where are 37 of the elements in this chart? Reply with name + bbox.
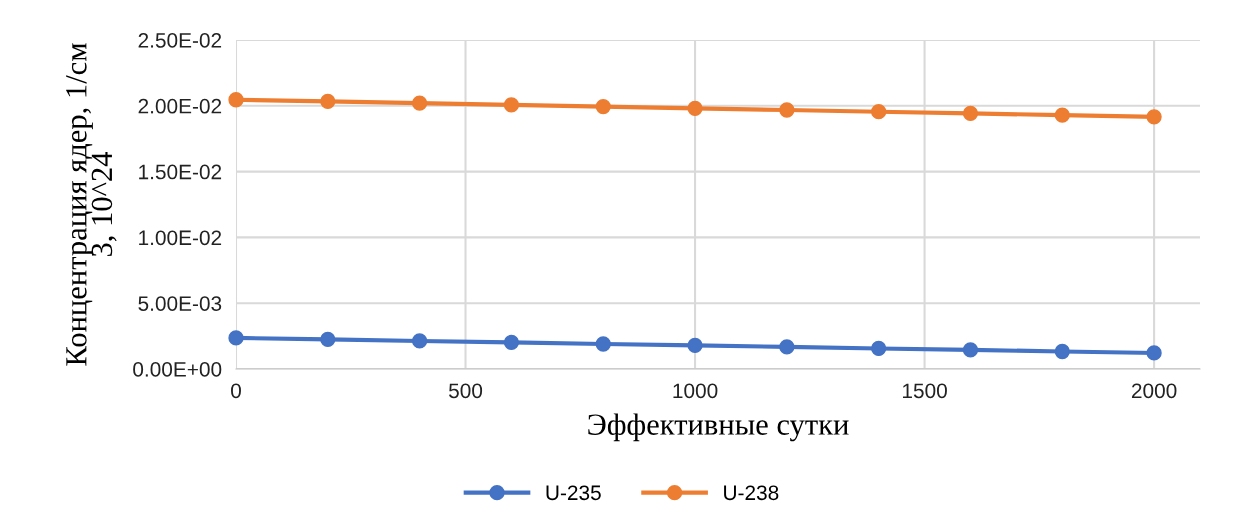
legend-label: U-238	[724, 485, 779, 501]
point	[1054, 343, 1070, 360]
point	[871, 340, 887, 357]
point	[687, 337, 703, 354]
x-tick-label: 2000	[1131, 383, 1177, 399]
point	[411, 333, 428, 349]
point	[962, 342, 979, 358]
point	[595, 336, 611, 352]
point	[1146, 109, 1162, 125]
y-tick-label: 5.00E-03	[138, 296, 222, 311]
point	[871, 104, 887, 120]
x-tick-label: 1500	[902, 383, 947, 399]
x-tick-label: 1000	[673, 383, 718, 399]
point	[228, 92, 244, 108]
point	[503, 334, 520, 351]
legend-label: U-235	[546, 485, 601, 501]
y-tick-label: 1.50E-02	[139, 164, 222, 180]
point	[962, 105, 979, 122]
point	[779, 102, 795, 118]
point	[595, 98, 611, 115]
y-tick-label: 1.00E-02	[139, 230, 222, 246]
y-tick-label: 2.50E-02	[138, 33, 222, 48]
y-tick-label: 2.00E-02	[138, 98, 222, 114]
point	[320, 93, 336, 110]
point	[228, 330, 244, 346]
point	[411, 95, 428, 111]
point	[1054, 107, 1070, 123]
x-tick-label: 500	[448, 383, 483, 399]
y-tick-label: 0.00E+00	[133, 362, 222, 377]
point	[1146, 345, 1162, 361]
point	[779, 339, 795, 355]
point	[503, 97, 520, 113]
point	[687, 100, 703, 116]
point	[320, 331, 336, 348]
y-axis-title: Концентрация ядер, 1/см 3, 10^24	[66, 43, 117, 366]
x-axis-title: Эффективные сутки	[588, 413, 849, 442]
x-tick-label: 0	[231, 383, 241, 399]
